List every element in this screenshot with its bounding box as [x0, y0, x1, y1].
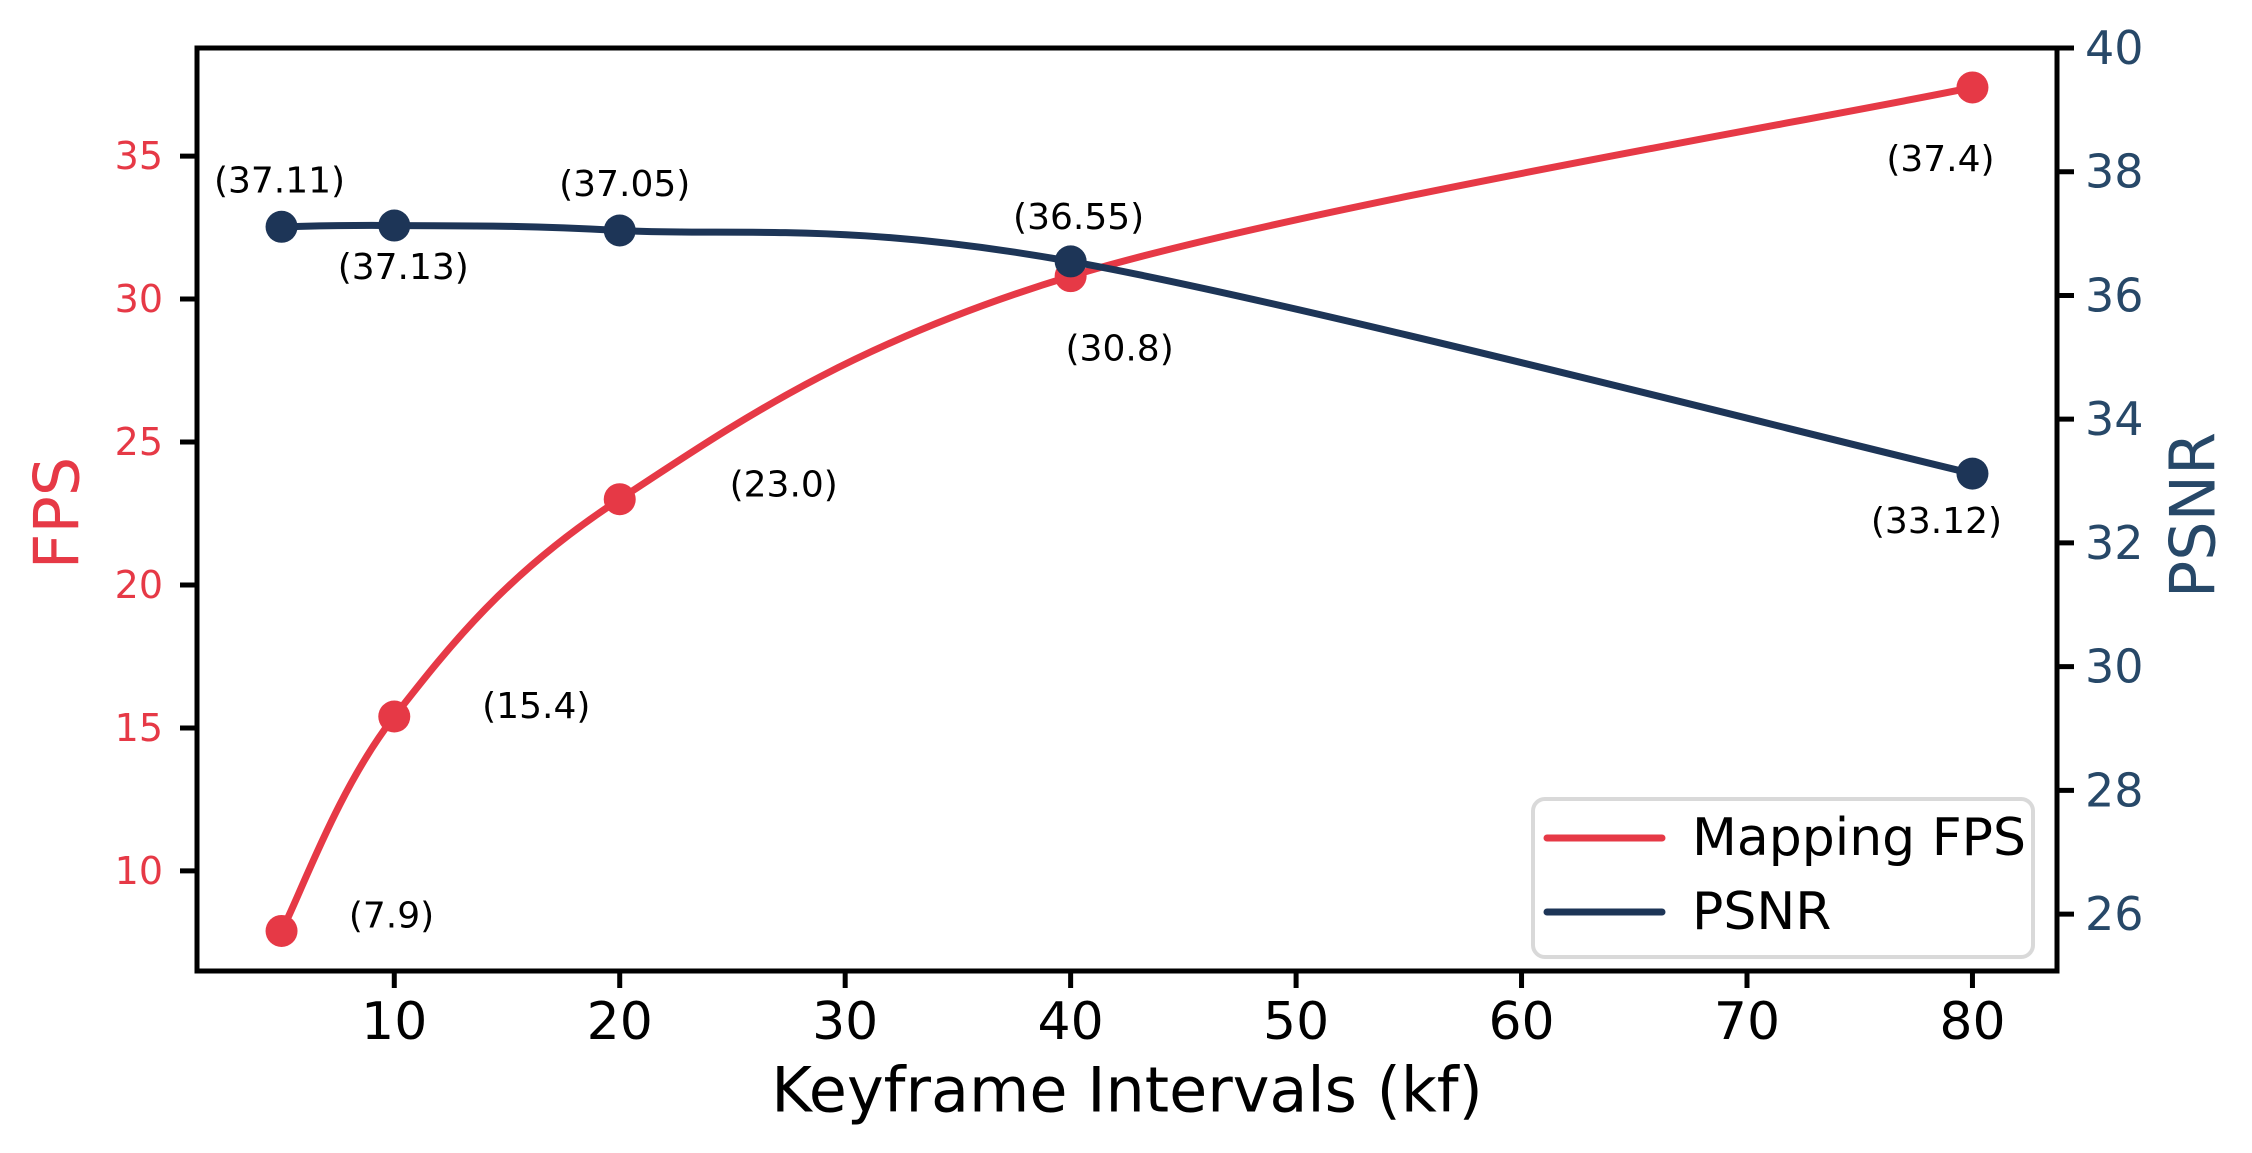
legend-item-label: PSNR	[1692, 882, 1831, 942]
y-right-tick-label: 32	[2085, 516, 2144, 570]
point-value-annotation: (37.13)	[338, 247, 469, 288]
point-value-annotation: (23.0)	[730, 465, 838, 506]
x-tick-label: 60	[1488, 992, 1554, 1052]
x-tick-label: 40	[1038, 992, 1104, 1052]
point-value-annotation: (37.11)	[214, 160, 345, 201]
data-point-marker	[603, 214, 636, 247]
point-value-annotation: (15.4)	[482, 686, 590, 727]
x-tick-label: 50	[1263, 992, 1329, 1052]
x-tick-label: 30	[812, 992, 878, 1052]
data-point-marker	[265, 210, 298, 243]
data-point-marker	[1956, 71, 1989, 104]
x-tick-label: 20	[587, 992, 653, 1052]
y-left-tick-label: 30	[115, 277, 163, 321]
data-point-marker	[1054, 245, 1087, 278]
y-left-tick-label: 25	[115, 420, 163, 464]
y-left-tick-label: 35	[115, 134, 163, 178]
y-left-tick-label: 15	[115, 706, 163, 750]
y-right-tick-label: 30	[2085, 640, 2144, 694]
x-tick-label: 70	[1714, 992, 1780, 1052]
point-value-annotation: (37.4)	[1886, 139, 1994, 180]
y-left-tick-label: 10	[115, 849, 163, 893]
x-axis-label: Keyframe Intervals (kf)	[771, 1054, 1483, 1127]
data-point-marker	[603, 483, 636, 516]
y-right-tick-label: 28	[2085, 763, 2144, 817]
y-right-tick-label: 38	[2085, 145, 2144, 199]
x-tick-label: 80	[1939, 992, 2005, 1052]
y-axis-label-left: FPS	[21, 457, 94, 569]
y-left-tick-label: 20	[115, 563, 163, 607]
x-tick-label: 10	[361, 992, 427, 1052]
chart-generated-content: 10 20 30 40 50 60 70 80 10 15 20 25 30 35 26 28 30 32 34 36…	[115, 21, 2144, 1052]
point-value-annotation: (7.9)	[349, 895, 434, 936]
data-point-marker	[378, 209, 411, 242]
point-value-annotation: (30.8)	[1066, 329, 1174, 370]
y-right-tick-label: 26	[2085, 887, 2144, 941]
y-right-tick-label: 36	[2085, 268, 2144, 322]
point-value-annotation: (37.05)	[559, 164, 690, 205]
data-point-marker	[265, 914, 298, 947]
series-line-mapping-fps	[278, 83, 1976, 935]
y-right-tick-label: 34	[2085, 392, 2144, 446]
data-point-marker	[1956, 457, 1989, 490]
point-value-annotation: (36.55)	[1013, 197, 1144, 238]
point-value-annotation: (33.12)	[1871, 501, 2002, 542]
plot-area-spines	[194, 45, 2060, 974]
y-axis-label-right: PSNR	[2157, 432, 2230, 598]
y-right-tick-label: 40	[2085, 21, 2144, 75]
data-point-marker	[378, 700, 411, 733]
legend-item-label: Mapping FPS	[1692, 808, 2026, 868]
